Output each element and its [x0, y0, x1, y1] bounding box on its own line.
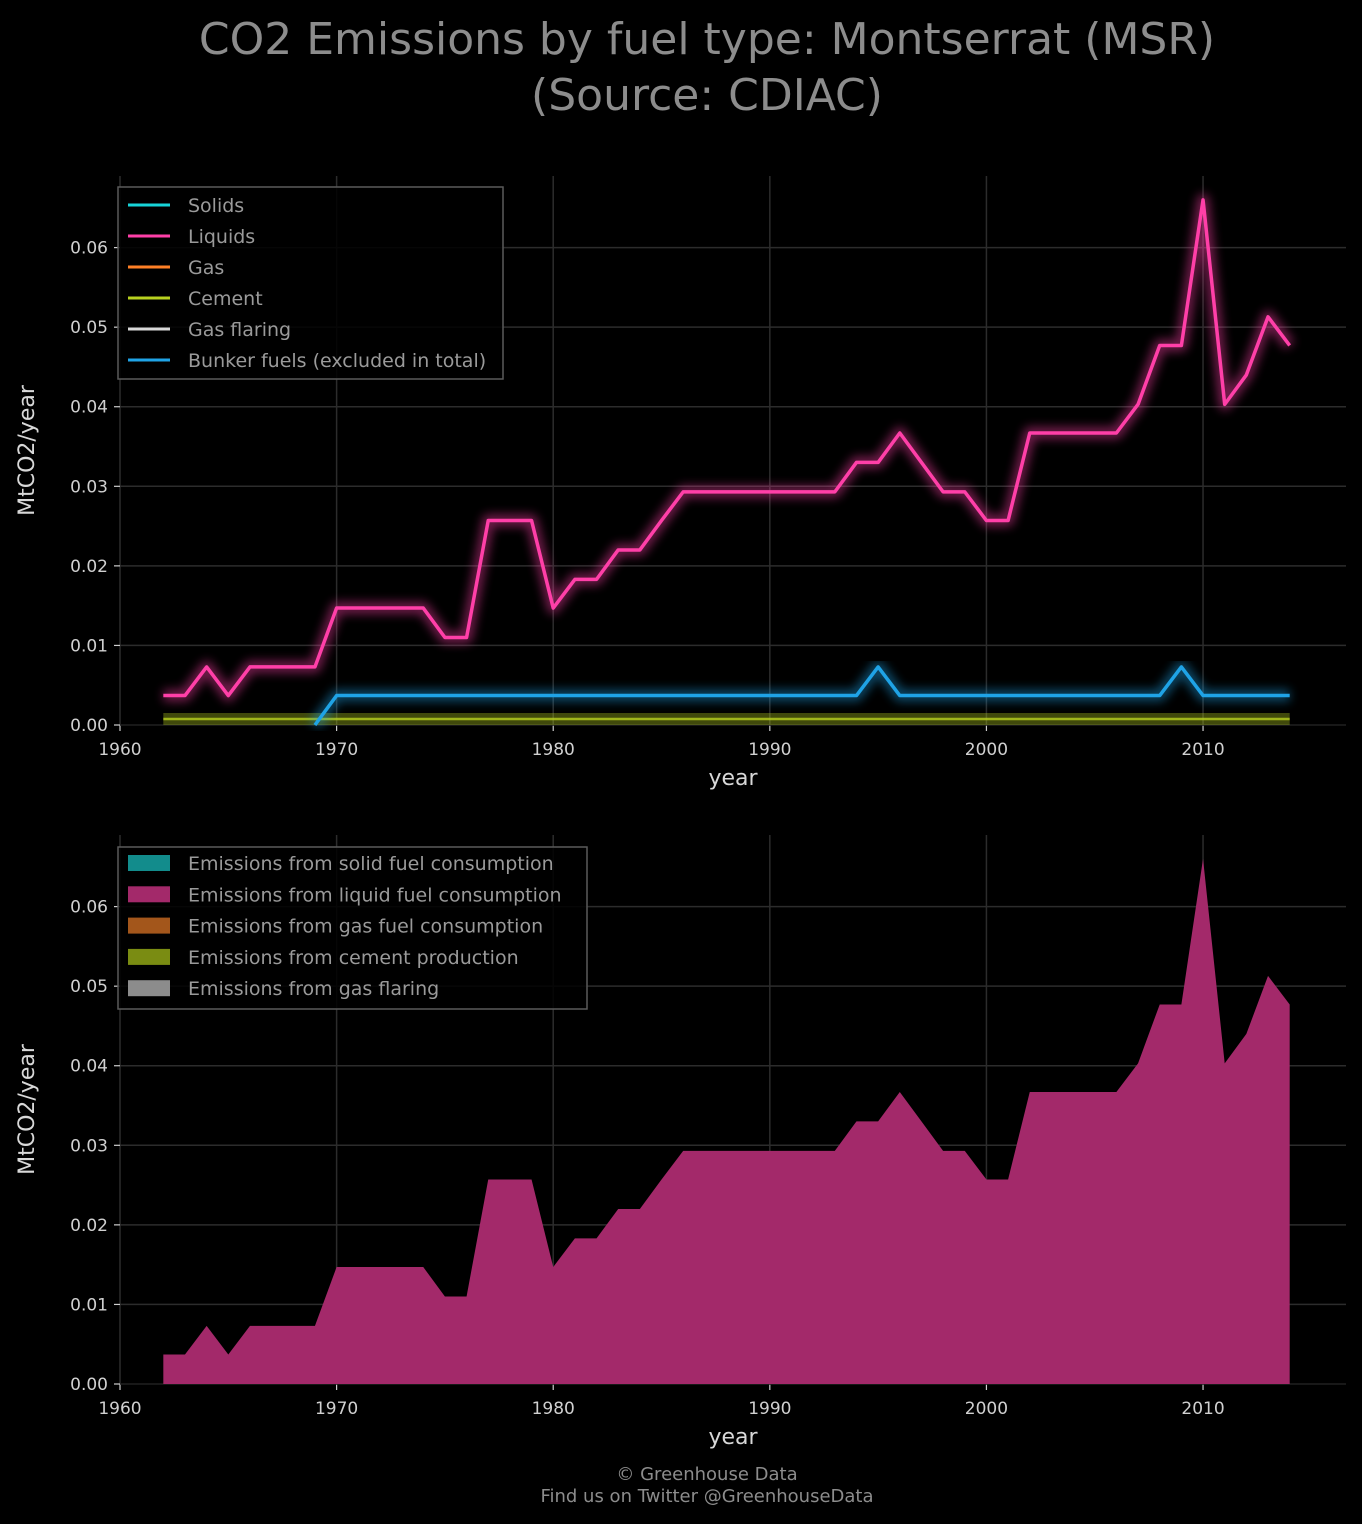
y-tick-label: 0.04: [70, 398, 108, 418]
legend-label-gas: Gas: [188, 257, 224, 279]
chart-panel-2: 1960 1970 1980 1990 2000 2010 0.00 0.01 0.02 0.03…: [15, 835, 1346, 1450]
legend: Solids Liquids Gas Cement Gas flaring Bunker …: [117, 186, 504, 380]
y-tick-label: 0.00: [70, 716, 108, 736]
chart-title-line1: CO2 Emissions by fuel type: Montserrat (…: [198, 14, 1216, 65]
legend-label-solids: Solids: [188, 195, 244, 217]
x-tick-label: 1960: [98, 1399, 141, 1419]
y-tick-label: 0.03: [70, 1136, 108, 1156]
y-tick-label: 0.06: [70, 239, 108, 259]
legend-label-area_cement: Emissions from cement production: [188, 947, 519, 969]
x-tick-label: 1990: [748, 1399, 791, 1419]
footer-copyright: © Greenhouse Data: [616, 1464, 798, 1485]
x-tick-label: 1990: [748, 740, 791, 760]
legend-box: [117, 186, 504, 380]
footer-credit: © Greenhouse Data Find us on Twitter @Gr…: [0, 1464, 1362, 1508]
legend-label-area_solid: Emissions from solid fuel consumption: [188, 853, 554, 875]
legend-swatch-area_solid: [128, 855, 170, 871]
legend-label-cement: Cement: [188, 288, 263, 310]
legend-swatch-area_gas: [128, 917, 170, 934]
y-tick-label: 0.01: [70, 636, 108, 656]
legend-label-liquids: Liquids: [188, 226, 255, 248]
legend-swatch-area_liquid: [128, 886, 170, 903]
chart-title-line2: (Source: CDIAC): [531, 70, 883, 121]
legend-box: [117, 846, 588, 1010]
y-tick-label: 0.04: [70, 1057, 108, 1077]
y-tick-label: 0.02: [70, 1216, 108, 1236]
area-liquid-fuel: [163, 858, 1290, 1384]
y-tick-label: 0.02: [70, 557, 108, 577]
x-axis-label: year: [708, 1425, 758, 1450]
y-tick-label: 0.05: [70, 318, 108, 338]
legend: Emissions from solid fuel consumption Emi…: [117, 846, 588, 1010]
y-tick-label: 0.05: [70, 977, 108, 997]
y-tick-label: 0.03: [70, 477, 108, 497]
legend-label-bunker: Bunker fuels (excluded in total): [188, 350, 486, 372]
x-tick-label: 1980: [532, 740, 575, 760]
x-tick-label: 1970: [315, 1399, 358, 1419]
legend-label-flaring: Gas flaring: [188, 319, 291, 341]
chart-panel-1: 1960 1970 1980 1990 2000 2010 0.00 0.01 0.02 0.03…: [15, 176, 1346, 791]
y-axis-label: MtCO2/year: [15, 384, 40, 516]
x-tick-label: 2000: [965, 1399, 1008, 1419]
x-tick-label: 1970: [315, 740, 358, 760]
x-tick-label: 2000: [965, 740, 1008, 760]
y-tick-label: 0.01: [70, 1295, 108, 1315]
x-tick-label: 2010: [1181, 740, 1224, 760]
legend-swatch-area_flaring: [128, 980, 170, 997]
legend-label-area_gas: Emissions from gas fuel consumption: [188, 916, 543, 938]
y-tick-label: 0.00: [70, 1375, 108, 1395]
x-axis-label: year: [708, 766, 758, 791]
x-tick-label: 2010: [1181, 1399, 1224, 1419]
x-tick-label: 1960: [98, 740, 141, 760]
footer-twitter: Find us on Twitter @GreenhouseData: [540, 1486, 874, 1507]
legend-label-area_flaring: Emissions from gas flaring: [188, 978, 439, 1000]
series-line-bunker: [313, 665, 1290, 727]
x-tick-label: 1980: [532, 1399, 575, 1419]
legend-label-area_liquid: Emissions from liquid fuel consumption: [188, 884, 562, 906]
chart-title: CO2 Emissions by fuel type: Montserrat (…: [0, 12, 1362, 124]
legend-swatch-area_cement: [128, 948, 170, 965]
series-line-liquids: [163, 198, 1292, 698]
y-axis-label: MtCO2/year: [15, 1043, 40, 1175]
y-tick-label: 0.06: [70, 898, 108, 918]
